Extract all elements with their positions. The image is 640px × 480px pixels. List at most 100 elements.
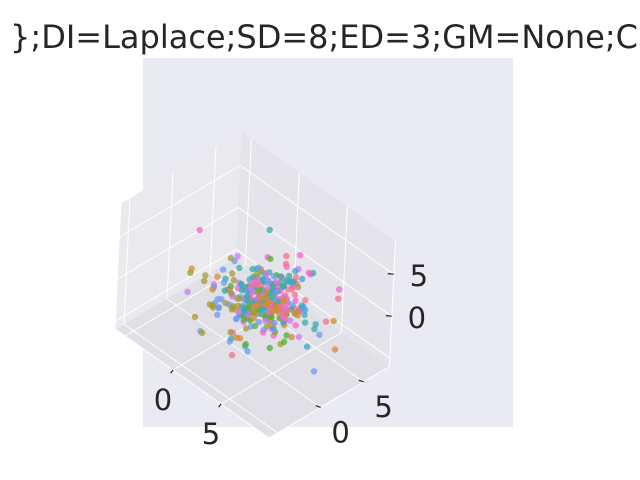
data-point — [271, 319, 278, 327]
data-point — [283, 277, 290, 284]
data-point — [238, 281, 245, 289]
data-point — [301, 311, 308, 319]
grid-x-floor — [220, 332, 342, 405]
data-point — [263, 288, 270, 296]
data-point — [280, 338, 288, 345]
z-tick-label: 5 — [410, 259, 428, 293]
data-point — [335, 295, 342, 302]
grid-y-left — [209, 147, 217, 274]
data-point — [244, 298, 251, 305]
data-point — [249, 279, 256, 287]
data-point — [292, 297, 299, 304]
data-point — [242, 325, 250, 332]
z-axis-edge — [388, 240, 396, 367]
data-point — [298, 302, 306, 309]
data-point — [255, 318, 262, 326]
data-point — [285, 286, 292, 293]
data-point — [297, 252, 304, 259]
data-point — [283, 306, 291, 314]
y-axis-edge — [268, 366, 390, 439]
z-tick-label: 0 — [408, 301, 426, 335]
data-point — [259, 329, 267, 336]
data-point — [245, 303, 252, 310]
data-point — [184, 288, 191, 296]
data-point — [214, 311, 221, 318]
data-point — [282, 260, 290, 268]
x-tick-label: 5 — [202, 417, 220, 451]
data-point — [235, 308, 243, 315]
data-point — [201, 277, 208, 285]
data-point — [227, 290, 235, 297]
data-point — [247, 323, 255, 330]
data-point — [241, 308, 249, 315]
grid-x-back — [340, 206, 348, 333]
data-point — [291, 291, 298, 298]
data-point — [274, 297, 282, 305]
data-point — [228, 351, 236, 359]
data-point — [218, 296, 225, 303]
data-point — [299, 275, 306, 283]
data-point — [283, 332, 290, 339]
data-point — [258, 295, 265, 302]
data-point — [301, 319, 309, 326]
data-point — [242, 340, 249, 348]
data-point — [249, 265, 256, 273]
data-point — [228, 306, 235, 313]
data-point — [206, 301, 213, 308]
data-point — [287, 317, 294, 324]
data-point — [269, 294, 277, 302]
y-tick-mark — [315, 405, 321, 408]
data-point — [288, 333, 295, 341]
data-point — [259, 276, 266, 283]
grid-y-floor — [123, 323, 278, 434]
z-tick-mark — [385, 315, 392, 317]
x-axis-edge — [115, 328, 270, 439]
data-point — [230, 276, 238, 284]
floor-pane — [115, 257, 390, 438]
grid-y-floor — [209, 272, 364, 383]
x-tick-mark — [218, 403, 222, 408]
data-point — [292, 274, 300, 281]
data-point — [191, 313, 199, 321]
data-point — [238, 286, 246, 294]
data-point — [244, 348, 251, 355]
data-point — [228, 270, 236, 277]
data-point — [289, 283, 297, 290]
data-point — [280, 297, 287, 304]
data-point — [264, 277, 271, 284]
data-point — [270, 273, 278, 280]
data-point — [272, 289, 279, 297]
grid-z-left — [119, 164, 241, 238]
data-point — [187, 269, 194, 276]
data-point — [234, 253, 241, 260]
data-point — [236, 335, 244, 342]
data-point — [266, 226, 273, 234]
data-point — [209, 286, 216, 293]
data-point — [254, 300, 262, 308]
data-point — [250, 315, 258, 322]
grid-y-left — [123, 198, 131, 325]
grid-x-back — [244, 138, 252, 265]
data-point — [292, 268, 299, 275]
data-point — [253, 271, 260, 278]
grid-z-back — [237, 206, 393, 317]
data-point — [215, 304, 223, 311]
data-point — [264, 295, 271, 303]
data-point — [202, 272, 209, 279]
data-point — [262, 317, 269, 325]
y-tick-label: 0 — [331, 415, 349, 449]
data-point — [311, 325, 318, 333]
chart-title: };DI=Laplace;SD=8;ED=3;GM=None;C — [10, 18, 638, 56]
grid-y-left — [166, 172, 174, 299]
data-point — [221, 287, 228, 294]
data-point — [196, 226, 203, 234]
data-point — [312, 321, 319, 328]
data-point — [283, 252, 290, 260]
y-tick-mark — [358, 379, 364, 383]
x-tick-mark — [170, 369, 174, 374]
grid-z-left — [117, 206, 239, 280]
y-tick-label: 5 — [374, 390, 392, 424]
grid-lines — [115, 138, 396, 439]
